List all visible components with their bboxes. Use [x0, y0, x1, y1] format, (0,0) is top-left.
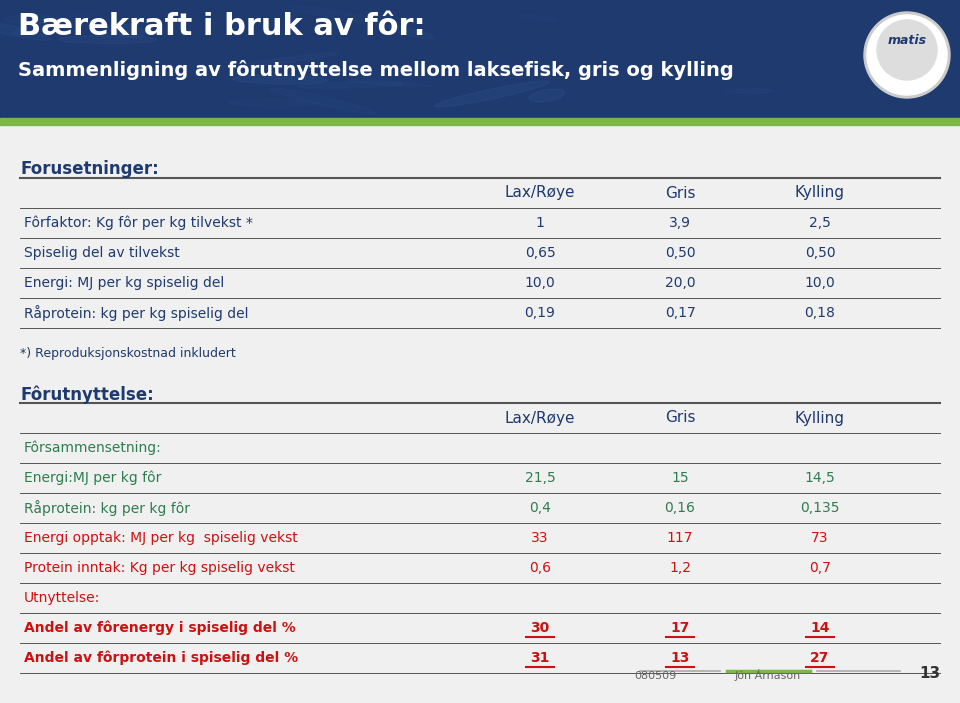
Bar — [0, 118, 960, 125]
Text: 0,50: 0,50 — [804, 246, 835, 260]
Ellipse shape — [12, 13, 93, 35]
Ellipse shape — [298, 82, 402, 89]
Text: 13: 13 — [920, 666, 941, 681]
Text: Andel av fôrprotein i spiselig del %: Andel av fôrprotein i spiselig del % — [24, 651, 299, 665]
Text: Protein inntak: Kg per kg spiselig vekst: Protein inntak: Kg per kg spiselig vekst — [24, 561, 295, 575]
Text: 13: 13 — [670, 651, 689, 665]
Text: 30: 30 — [530, 621, 550, 635]
Text: Gris: Gris — [664, 411, 695, 425]
Circle shape — [864, 12, 950, 98]
Text: 0,19: 0,19 — [524, 306, 556, 320]
Text: Forusetninger:: Forusetninger: — [20, 160, 158, 178]
Ellipse shape — [228, 53, 338, 68]
Text: Kylling: Kylling — [795, 411, 845, 425]
Text: 33: 33 — [531, 531, 549, 545]
Circle shape — [877, 20, 937, 80]
Text: 2,5: 2,5 — [809, 216, 831, 230]
Text: Utnyttelse:: Utnyttelse: — [24, 591, 100, 605]
Text: 0,16: 0,16 — [664, 501, 695, 515]
Text: Energi: MJ per kg spiselig del: Energi: MJ per kg spiselig del — [24, 276, 225, 290]
Text: Spiselig del av tilvekst: Spiselig del av tilvekst — [24, 246, 180, 260]
Text: Fôrsammensetning:: Fôrsammensetning: — [24, 441, 161, 456]
Ellipse shape — [435, 81, 549, 107]
Text: 0,7: 0,7 — [809, 561, 831, 575]
Text: Råprotein: kg per kg spiselig del: Råprotein: kg per kg spiselig del — [24, 305, 249, 321]
Text: 0,4: 0,4 — [529, 501, 551, 515]
Text: 14,5: 14,5 — [804, 471, 835, 485]
Ellipse shape — [232, 75, 327, 84]
Text: Energi:MJ per kg fôr: Energi:MJ per kg fôr — [24, 471, 161, 485]
Ellipse shape — [4, 15, 58, 24]
Text: Gris: Gris — [664, 186, 695, 200]
Ellipse shape — [228, 99, 320, 106]
Text: Energi opptak: MJ per kg  spiselig vekst: Energi opptak: MJ per kg spiselig vekst — [24, 531, 298, 545]
Ellipse shape — [108, 24, 145, 37]
Text: 17: 17 — [670, 621, 689, 635]
Ellipse shape — [347, 79, 431, 86]
Ellipse shape — [290, 6, 384, 25]
Text: *) Reproduksjonskostnad inkludert: *) Reproduksjonskostnad inkludert — [20, 347, 236, 359]
Text: 14: 14 — [810, 621, 829, 635]
Text: Andel av fôrenergy i spiselig del %: Andel av fôrenergy i spiselig del % — [24, 621, 296, 636]
Text: Bærekraft i bruk av fôr:: Bærekraft i bruk av fôr: — [18, 12, 425, 41]
Text: 31: 31 — [530, 651, 550, 665]
Text: 117: 117 — [667, 531, 693, 545]
Text: 1,2: 1,2 — [669, 561, 691, 575]
Ellipse shape — [0, 18, 51, 40]
Text: Kylling: Kylling — [795, 186, 845, 200]
Text: Fôrfaktor: Kg fôr per kg tilvekst *: Fôrfaktor: Kg fôr per kg tilvekst * — [24, 216, 252, 231]
Ellipse shape — [387, 25, 434, 39]
Ellipse shape — [59, 36, 156, 44]
Ellipse shape — [726, 89, 773, 93]
Text: 0,65: 0,65 — [524, 246, 556, 260]
Text: 0,6: 0,6 — [529, 561, 551, 575]
Text: 10,0: 10,0 — [804, 276, 835, 290]
Ellipse shape — [270, 88, 375, 114]
Text: 0,50: 0,50 — [664, 246, 695, 260]
Text: 20,0: 20,0 — [664, 276, 695, 290]
Circle shape — [867, 15, 947, 95]
Bar — [0, 0, 960, 118]
Text: 10,0: 10,0 — [524, 276, 556, 290]
Text: 080509: 080509 — [634, 671, 676, 681]
Text: Sammenligning av fôrutnyttelse mellom laksefisk, gris og kylling: Sammenligning av fôrutnyttelse mellom la… — [18, 60, 733, 80]
Text: 15: 15 — [671, 471, 689, 485]
Text: 0,135: 0,135 — [801, 501, 840, 515]
Ellipse shape — [454, 67, 487, 71]
Text: 27: 27 — [810, 651, 829, 665]
Text: Jón Árnason: Jón Árnason — [734, 669, 802, 681]
Text: Lax/Røye: Lax/Røye — [505, 411, 575, 425]
Text: 3,9: 3,9 — [669, 216, 691, 230]
Text: 0,18: 0,18 — [804, 306, 835, 320]
Text: Fôrutnyttelse:: Fôrutnyttelse: — [20, 385, 154, 404]
Ellipse shape — [519, 15, 557, 21]
Text: 73: 73 — [811, 531, 828, 545]
Text: 21,5: 21,5 — [524, 471, 556, 485]
Text: 1: 1 — [536, 216, 544, 230]
Text: matis: matis — [887, 34, 926, 48]
Text: Lax/Røye: Lax/Røye — [505, 186, 575, 200]
Text: 0,17: 0,17 — [664, 306, 695, 320]
Ellipse shape — [529, 89, 564, 102]
Text: Råprotein: kg per kg fôr: Råprotein: kg per kg fôr — [24, 500, 190, 516]
